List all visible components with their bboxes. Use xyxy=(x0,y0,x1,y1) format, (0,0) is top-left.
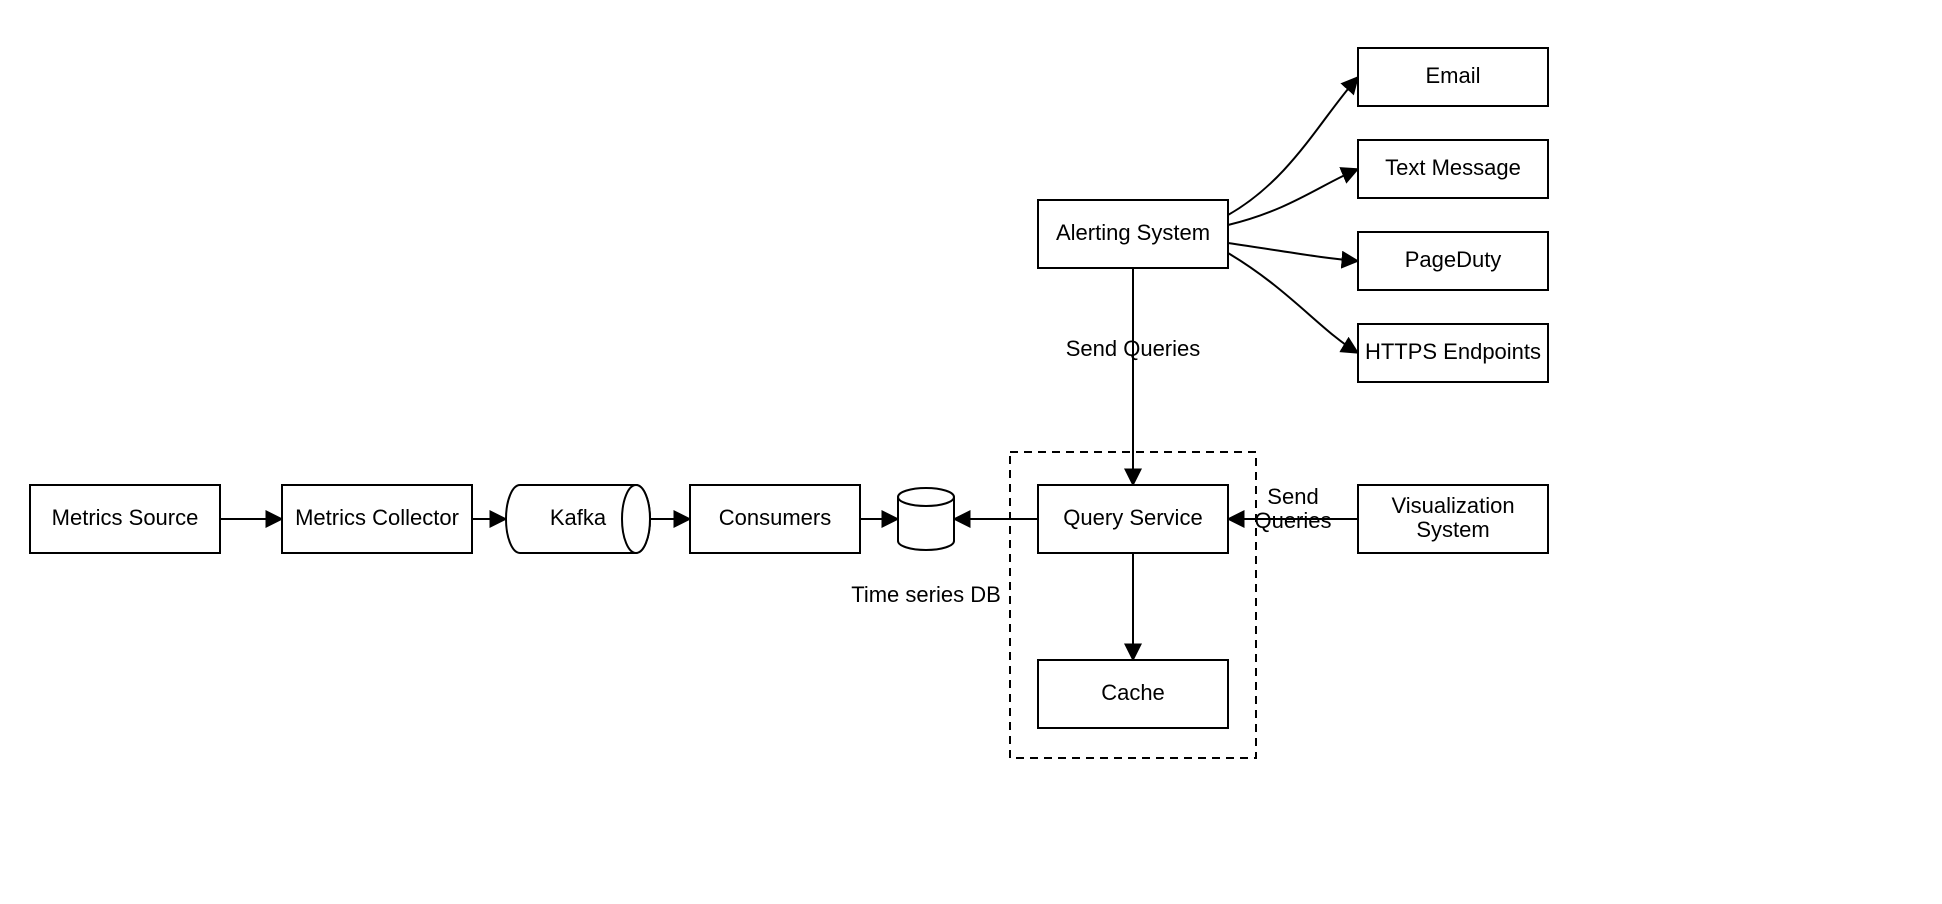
node-label-tsdb: Time series DB xyxy=(851,582,1001,607)
node-label-email: Email xyxy=(1425,63,1480,88)
edge-alerting-to-https_ep xyxy=(1228,253,1358,353)
node-label-query_service: Query Service xyxy=(1063,505,1202,530)
node-label-https_ep: HTTPS Endpoints xyxy=(1365,339,1541,364)
architecture-diagram: Metrics Source Metrics Collector Kafka Cons… xyxy=(0,0,1942,904)
node-label-consumers: Consumers xyxy=(719,505,831,530)
node-label-text_msg: Text Message xyxy=(1385,155,1521,180)
node-label-kafka: Kafka xyxy=(550,505,607,530)
edge-alerting-to-email xyxy=(1228,77,1358,215)
node-kafka-cap xyxy=(622,485,650,553)
edge-label-alerting-to-query_service: Send Queries xyxy=(1066,336,1201,361)
edge-alerting-to-text_msg xyxy=(1228,169,1358,225)
edge-alerting-to-pageduty xyxy=(1228,243,1358,261)
node-label-cache: Cache xyxy=(1101,680,1165,705)
node-tsdb-cap xyxy=(898,488,954,506)
node-label-alerting: Alerting System xyxy=(1056,220,1210,245)
node-label-metrics_source: Metrics Source xyxy=(52,505,199,530)
node-label-pageduty: PageDuty xyxy=(1405,247,1502,272)
edge-label-viz-to-query_service: SendQueries xyxy=(1254,484,1331,533)
node-label-metrics_collector: Metrics Collector xyxy=(295,505,459,530)
